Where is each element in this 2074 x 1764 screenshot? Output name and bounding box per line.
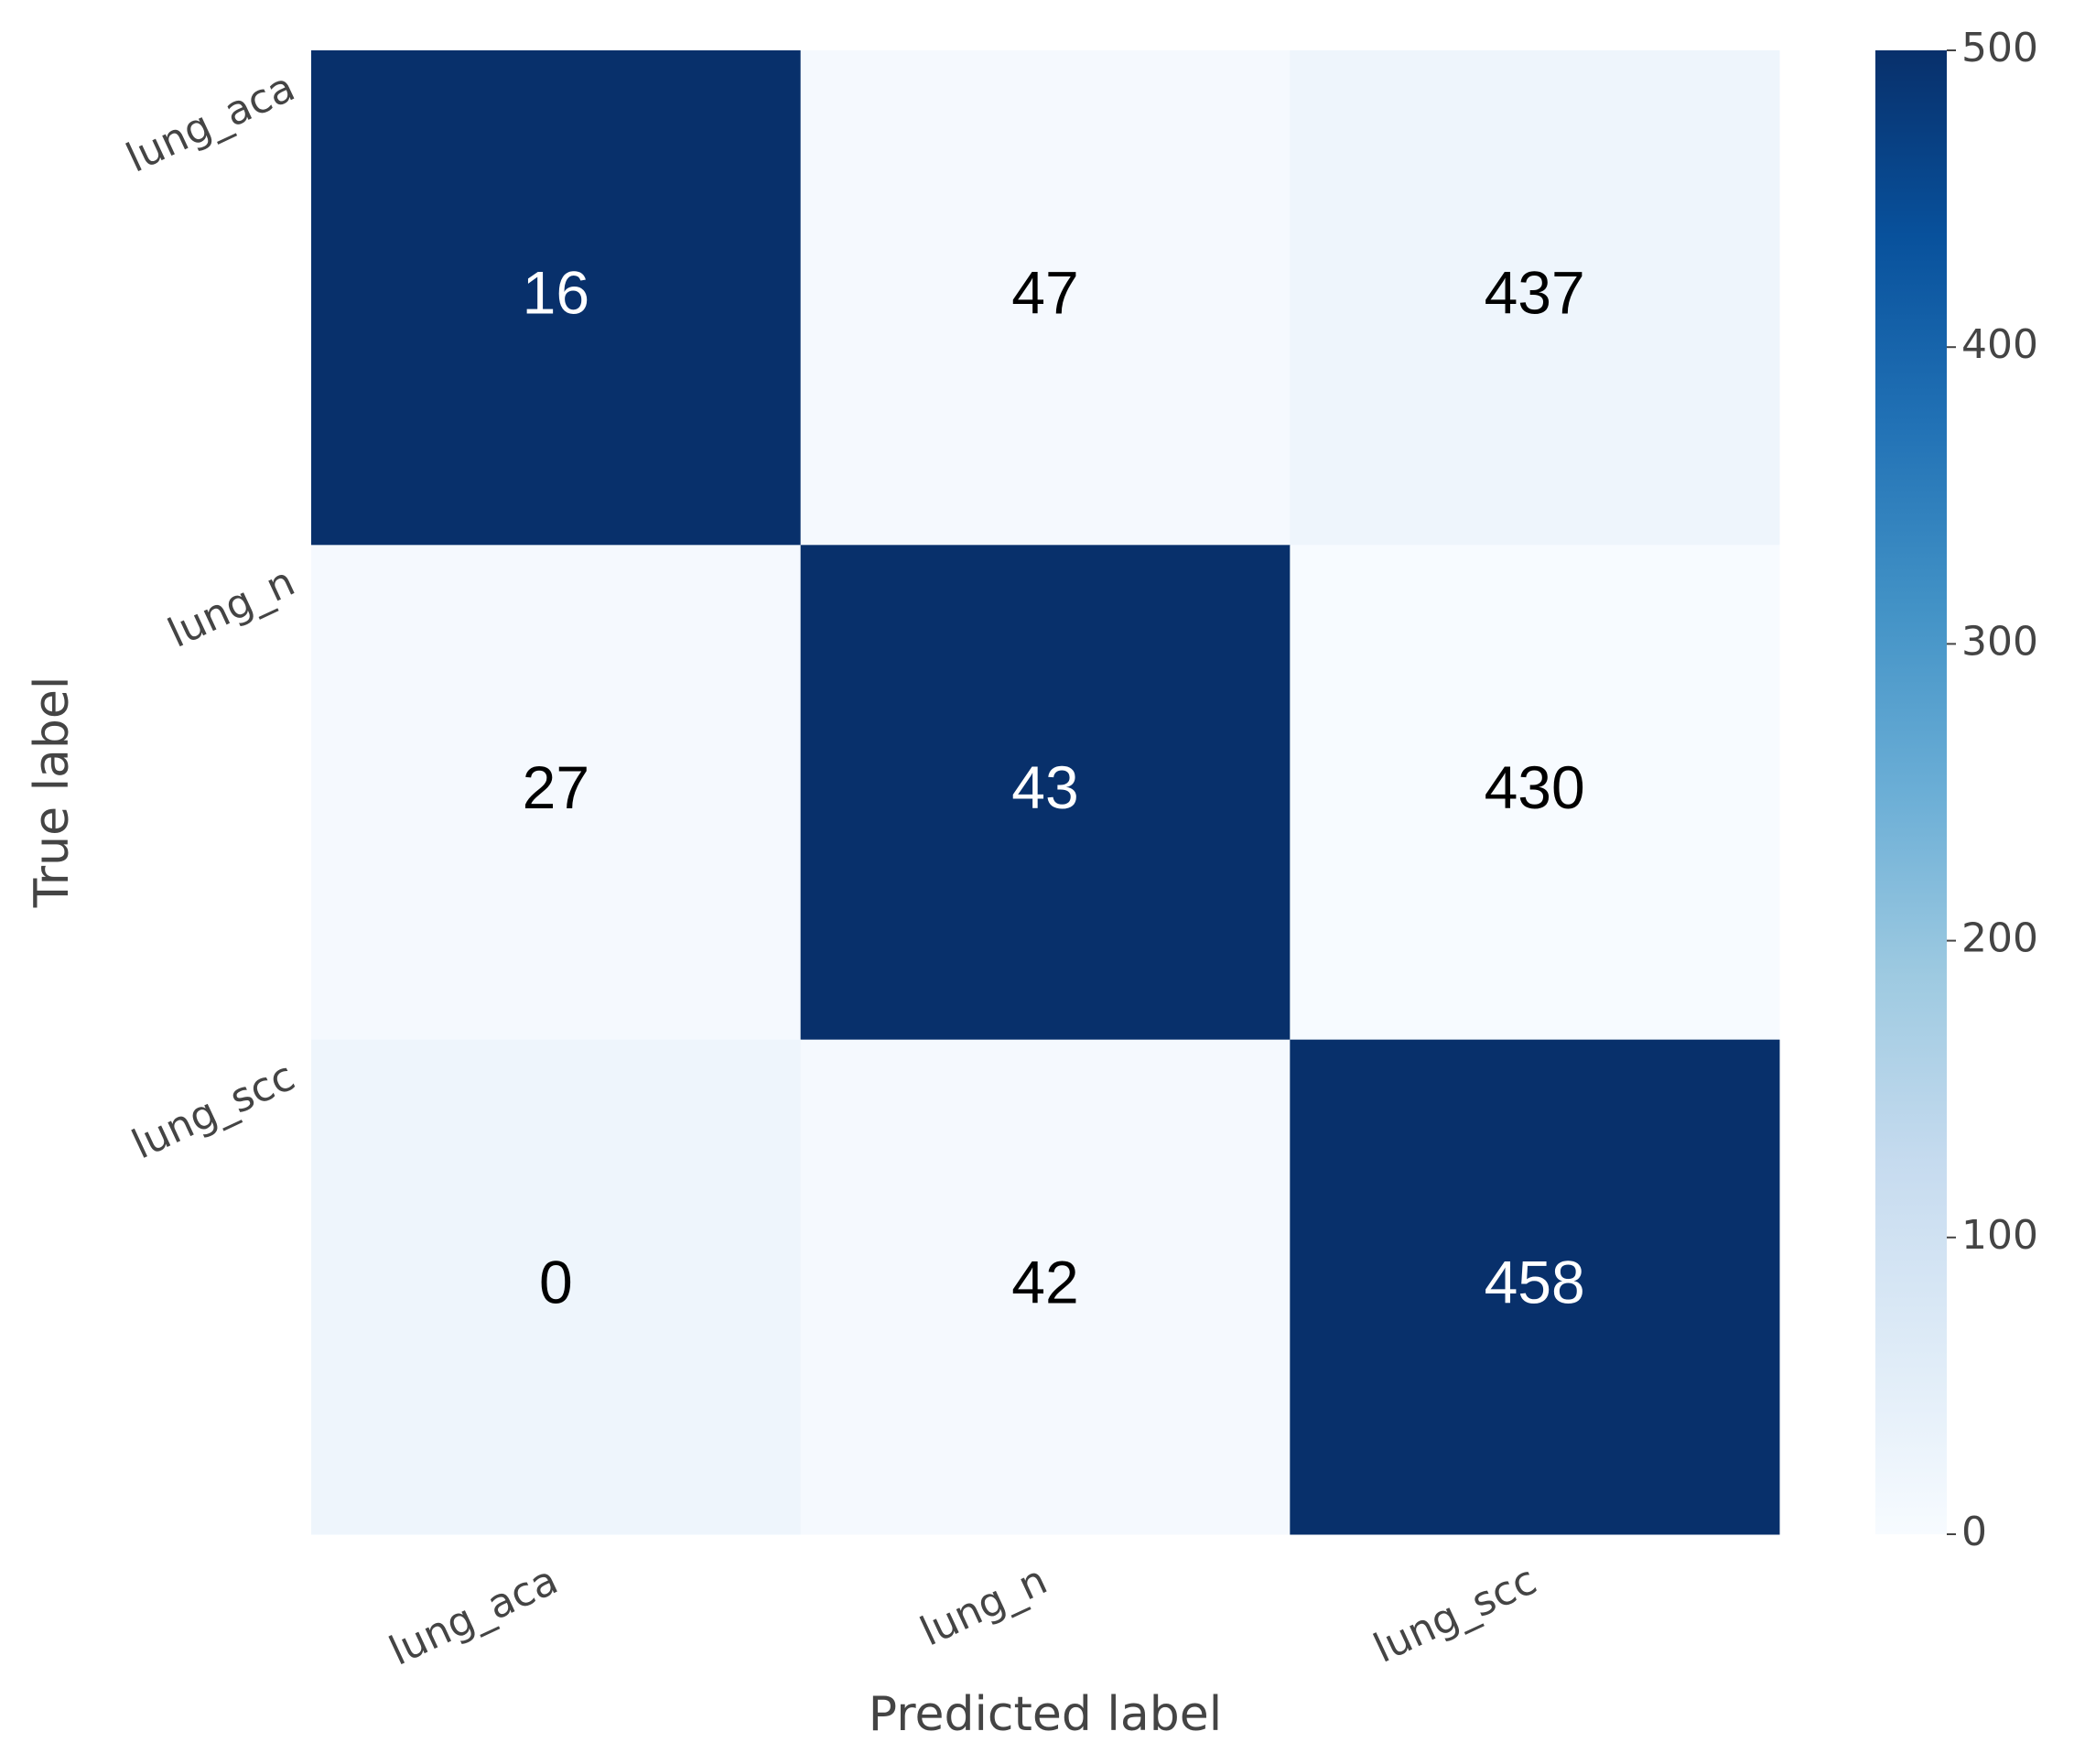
y-tick-label: lung_n: [161, 558, 302, 657]
cell-value: 437: [1485, 259, 1585, 327]
x-tick-label: lung_scc: [1366, 1557, 1543, 1672]
x-tick-label: lung_aca: [383, 1557, 565, 1675]
cell-value: 16: [523, 259, 589, 327]
cell: [800, 1039, 1291, 1535]
cell-value: 27: [523, 753, 589, 821]
cell-value: 458: [1485, 1248, 1585, 1315]
colorbar-tick-label: 300: [1961, 618, 2038, 665]
x-axis-label: Predicted label: [869, 1687, 1222, 1742]
cell-value: 47: [1011, 259, 1078, 327]
colorbar-tick-label: 400: [1961, 321, 2038, 368]
colorbar: [1875, 50, 1947, 1534]
cell: [800, 545, 1291, 1041]
cell: [311, 545, 802, 1041]
y-axis-label: True label: [25, 676, 80, 909]
cell-value: 0: [539, 1248, 573, 1315]
cell: [311, 50, 802, 546]
x-tick-label: lung_n: [913, 1557, 1054, 1656]
cell: [1290, 50, 1780, 546]
cell: [800, 50, 1291, 546]
cell: [311, 1039, 802, 1535]
cell-value: 430: [1485, 753, 1585, 821]
colorbar-tick-label: 100: [1961, 1212, 2038, 1259]
cell-value: 42: [1011, 1248, 1078, 1315]
colorbar-tick-label: 500: [1961, 25, 2038, 71]
cell-value: 43: [1011, 753, 1078, 821]
cell: [1290, 545, 1780, 1041]
y-tick-label: lung_aca: [119, 64, 301, 182]
colorbar-tick-label: 0: [1961, 1509, 1987, 1555]
y-tick-label: lung_scc: [125, 1053, 302, 1168]
cell: [1290, 1039, 1780, 1535]
colorbar-tick-label: 200: [1961, 915, 2038, 962]
